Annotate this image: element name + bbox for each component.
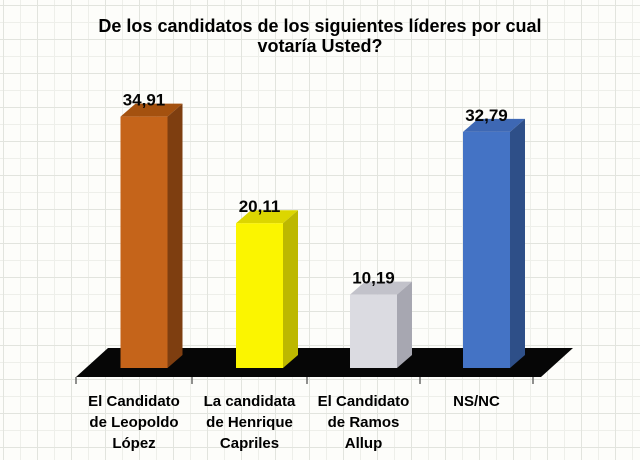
bar-side-face-blue — [510, 118, 525, 368]
bar-front-face-silver — [350, 294, 397, 368]
bar-front-face-yellow — [236, 223, 283, 368]
bar-top-face-orange — [120, 103, 183, 117]
bar-top-face-blue — [463, 118, 525, 132]
bar-value-label-0: 34,91 — [123, 91, 166, 110]
bar-value-label-3: 32,79 — [465, 106, 508, 125]
bar-value-label-2: 10,19 — [352, 269, 395, 288]
chart-title-line2: votaría Usted? — [257, 36, 383, 56]
bar-top-face-silver — [350, 281, 412, 295]
bar-side-face-yellow — [283, 210, 298, 368]
bar-side-face-silver — [397, 281, 412, 368]
chart-floor — [76, 348, 573, 377]
chart-title-line1: De los candidatos de los siguientes líde… — [98, 16, 542, 36]
category-label-1: La candidata de Henrique Capriles — [203, 393, 296, 452]
bar-front-face-blue — [463, 131, 510, 368]
category-label-0: El Candidato de Leopoldo López — [88, 393, 180, 452]
chart-title: De los candidatos de los siguientes líde… — [0, 16, 640, 56]
category-label-2: El Candidato de Ramos Allup — [317, 393, 410, 452]
bar-value-label-1: 20,11 — [239, 197, 281, 216]
bar-front-face-orange — [120, 116, 168, 368]
category-label-3: NS/NC — [453, 393, 500, 410]
bar-top-face-yellow — [236, 210, 298, 224]
bar-side-face-orange — [167, 103, 183, 368]
